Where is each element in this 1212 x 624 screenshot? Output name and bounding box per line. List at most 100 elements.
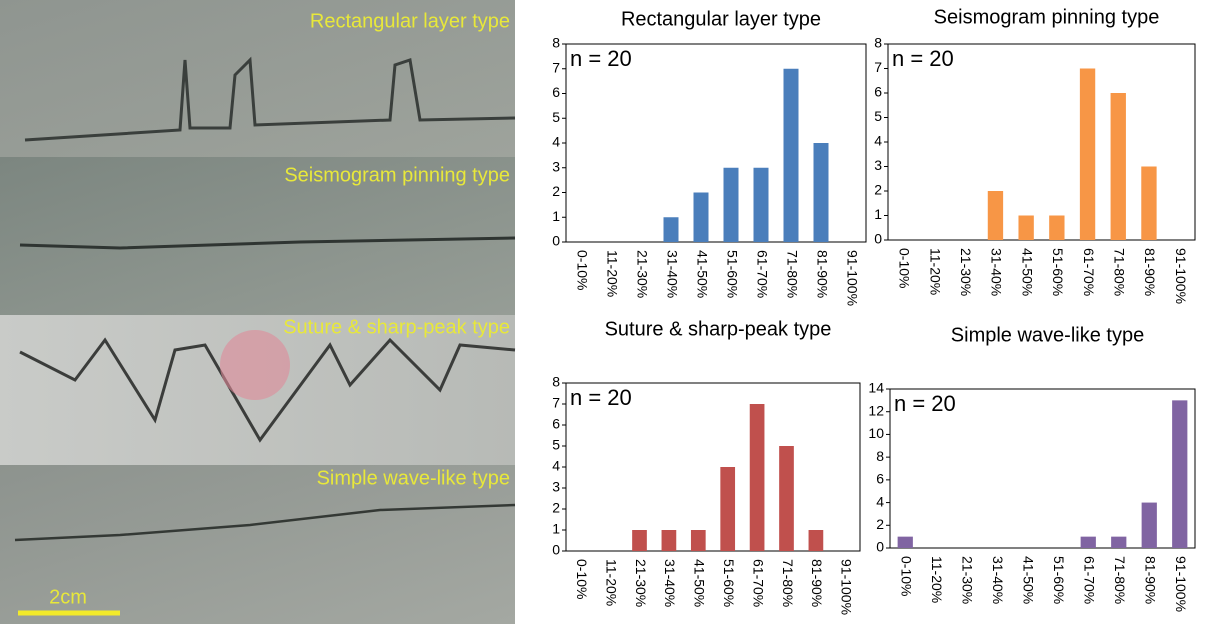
crack	[19, 236, 516, 250]
y-tick-label: 6	[552, 84, 560, 100]
y-tick-label: 2	[874, 182, 882, 198]
annotation: n = 20	[570, 385, 632, 410]
y-tick-label: 3	[874, 157, 882, 173]
photo-strip	[0, 157, 515, 315]
bar	[661, 530, 677, 551]
x-tick-label: 61-70%	[1082, 556, 1098, 604]
bar	[753, 167, 769, 242]
x-tick-label: 11-20%	[929, 556, 945, 603]
y-tick-label: 4	[552, 134, 560, 150]
x-tick-label: 21-30%	[958, 248, 974, 296]
bar	[1141, 166, 1157, 240]
x-tick-label: 51-60%	[1051, 556, 1067, 604]
bar	[1080, 536, 1096, 548]
bar	[987, 191, 1004, 240]
scale-label: 2cm	[49, 586, 87, 608]
y-tick-label: 3	[552, 479, 560, 495]
y-tick-label: 0	[552, 233, 560, 249]
y-tick-label: 5	[552, 437, 560, 453]
y-tick-label: 5	[552, 109, 560, 125]
bar	[723, 167, 739, 242]
photo: Rectangular layer type Seismogram pinnin…	[0, 0, 516, 624]
chart-title: Rectangular layer type	[621, 8, 821, 30]
x-tick-label: 31-40%	[989, 248, 1005, 296]
crack	[14, 503, 516, 542]
y-tick-label: 6	[874, 84, 882, 100]
crack	[19, 337, 516, 443]
y-tick-label: 1	[552, 521, 560, 537]
bar	[690, 530, 706, 551]
y-tick-label: 7	[552, 59, 560, 75]
x-tick-label: 31-40%	[664, 250, 680, 298]
crack	[24, 56, 516, 142]
y-tick-label: 1	[552, 208, 560, 224]
x-tick-label: 41-50%	[694, 250, 710, 298]
y-tick-label: 7	[874, 59, 882, 75]
x-tick-label: 41-50%	[1019, 248, 1035, 296]
x-tick-label: 71-80%	[1112, 556, 1128, 604]
y-tick-label: 4	[552, 458, 560, 474]
y-tick-label: 0	[876, 539, 884, 555]
x-tick-label: 31-40%	[990, 556, 1006, 604]
bar	[693, 192, 709, 242]
annotation: n = 20	[894, 391, 956, 416]
y-tick-label: 8	[552, 35, 560, 51]
bar	[663, 217, 679, 242]
x-tick-label: 21-30%	[634, 250, 650, 298]
x-tick-label: 91-100%	[839, 559, 855, 615]
x-tick-label: 71-80%	[784, 250, 800, 298]
photo-label: Rectangular layer type	[310, 10, 510, 32]
photo-strip	[0, 0, 515, 157]
bar	[1049, 215, 1065, 240]
y-tick-label: 4	[876, 493, 884, 509]
y-tick-label: 14	[868, 380, 884, 396]
bar	[897, 536, 913, 548]
x-tick-label: 0-10%	[897, 248, 913, 288]
y-tick-label: 5	[874, 108, 882, 124]
x-tick-label: 11-20%	[603, 559, 619, 606]
y-tick-label: 2	[876, 516, 884, 532]
bar	[1079, 68, 1096, 240]
bar	[1141, 502, 1157, 548]
x-tick-label: 71-80%	[780, 559, 796, 607]
x-tick-label: 11-20%	[604, 250, 620, 297]
y-tick-label: 6	[552, 416, 560, 432]
photo-label: Suture & sharp-peak type	[283, 316, 510, 338]
x-tick-label: 21-30%	[633, 559, 649, 607]
annotation: n = 20	[892, 46, 954, 71]
x-tick-label: 21-30%	[960, 556, 976, 604]
bar	[813, 143, 829, 242]
bar	[1110, 93, 1126, 240]
x-tick-label: 71-80%	[1112, 248, 1128, 296]
y-tick-label: 2	[552, 183, 560, 199]
x-tick-label: 51-60%	[1050, 248, 1066, 296]
bar	[1018, 215, 1034, 240]
y-tick-label: 2	[552, 500, 560, 516]
bar	[1111, 536, 1127, 548]
chart-title: Suture & sharp-peak type	[605, 318, 832, 340]
y-tick-label: 10	[868, 425, 884, 441]
plot-frame	[889, 388, 1196, 549]
x-tick-label: 0-10%	[574, 250, 590, 290]
y-tick-label: 12	[868, 402, 884, 418]
bar	[808, 530, 824, 551]
x-tick-label: 41-50%	[692, 559, 708, 607]
y-tick-label: 7	[552, 395, 560, 411]
x-tick-label: 91-100%	[1173, 556, 1189, 612]
y-tick-label: 8	[874, 35, 882, 51]
x-tick-label: 81-90%	[1142, 248, 1158, 296]
x-tick-label: 51-60%	[721, 559, 737, 607]
y-tick-label: 0	[874, 231, 882, 247]
x-tick-label: 81-90%	[814, 250, 830, 298]
x-tick-label: 61-70%	[754, 250, 770, 298]
bar	[720, 467, 736, 551]
x-tick-label: 81-90%	[809, 559, 825, 607]
photo-label: Simple wave-like type	[317, 467, 510, 489]
x-tick-label: 11-20%	[927, 248, 943, 295]
bar	[783, 68, 799, 242]
bar	[749, 404, 765, 551]
chart-title: Simple wave-like type	[951, 324, 1144, 346]
stamp	[220, 330, 290, 400]
x-tick-label: 91-100%	[844, 250, 860, 306]
photo-label: Seismogram pinning type	[284, 164, 510, 186]
